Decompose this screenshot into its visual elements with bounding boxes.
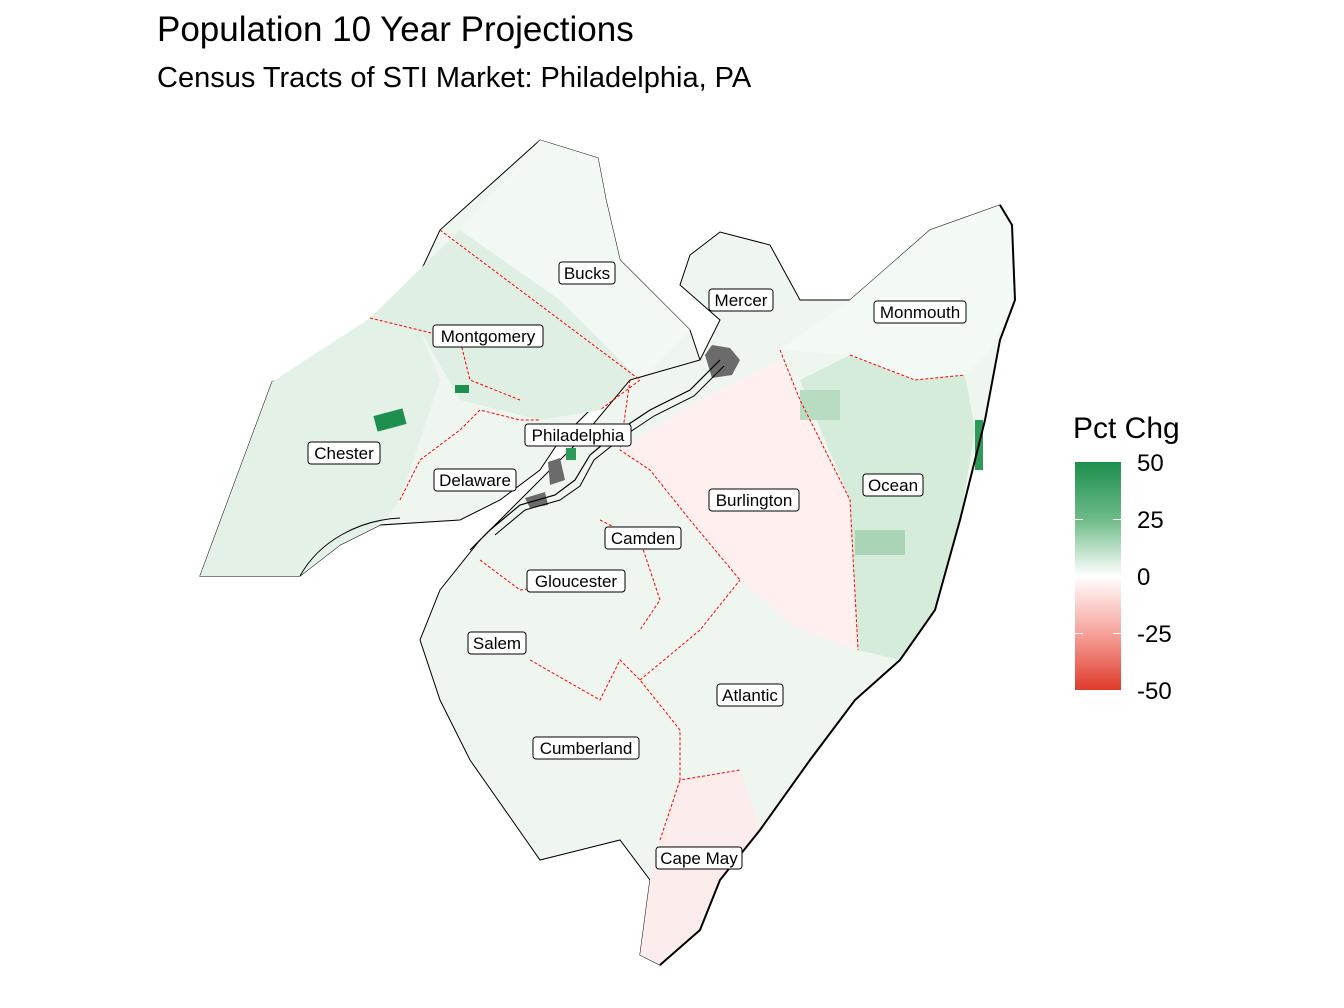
label-cumberland: Cumberland bbox=[532, 736, 640, 760]
map-subtitle: Census Tracts of STI Market: Philadelphi… bbox=[157, 62, 752, 94]
legend-tick-neg25: -25 bbox=[1137, 621, 1172, 648]
county-borders bbox=[369, 229, 966, 841]
label-ocean: Ocean bbox=[862, 473, 924, 497]
label-montgomery: Montgomery bbox=[432, 324, 544, 348]
legend-tick-neg50: -50 bbox=[1137, 678, 1172, 705]
legend-tick-50: 50 bbox=[1137, 450, 1164, 477]
label-cape-may: Cape May bbox=[655, 846, 743, 870]
region-monmouth bbox=[780, 205, 1015, 380]
svg-text:Burlington: Burlington bbox=[716, 491, 793, 510]
svg-text:Philadelphia: Philadelphia bbox=[532, 426, 625, 445]
label-mercer: Mercer bbox=[708, 288, 774, 312]
tract-mid-2 bbox=[855, 530, 905, 555]
label-bucks: Bucks bbox=[558, 261, 616, 285]
map-title: Population 10 Year Projections bbox=[157, 10, 634, 49]
label-salem: Salem bbox=[467, 631, 527, 655]
svg-text:Montgomery: Montgomery bbox=[441, 327, 536, 346]
label-gloucester: Gloucester bbox=[526, 569, 626, 593]
svg-text:Mercer: Mercer bbox=[715, 291, 768, 310]
svg-text:Cape May: Cape May bbox=[660, 849, 738, 868]
region-bucks bbox=[460, 140, 690, 380]
label-chester: Chester bbox=[307, 441, 381, 465]
svg-text:Bucks: Bucks bbox=[564, 264, 610, 283]
coastline bbox=[659, 204, 1017, 966]
label-atlantic: Atlantic bbox=[716, 683, 784, 707]
county-labels: Bucks Mercer Monmouth Montgomery Philade… bbox=[307, 261, 967, 870]
no-data-mercer bbox=[705, 345, 740, 378]
svg-text:Monmouth: Monmouth bbox=[880, 303, 960, 322]
tract-high-3 bbox=[566, 448, 576, 460]
label-camden: Camden bbox=[604, 526, 682, 550]
no-data-philly bbox=[548, 458, 565, 485]
color-legend: Pct Chg 50 25 0 -25 -50 bbox=[1065, 412, 1225, 712]
svg-text:Chester: Chester bbox=[314, 444, 374, 463]
legend-tick-25: 25 bbox=[1137, 507, 1164, 534]
label-burlington: Burlington bbox=[708, 488, 800, 512]
label-monmouth: Monmouth bbox=[873, 300, 967, 324]
legend-title: Pct Chg bbox=[1073, 412, 1180, 445]
svg-text:Ocean: Ocean bbox=[868, 476, 918, 495]
pa-delaware-arc bbox=[299, 517, 401, 577]
tract-mid-1 bbox=[800, 390, 840, 420]
region-ocean bbox=[800, 355, 975, 660]
label-philadelphia: Philadelphia bbox=[524, 423, 632, 447]
legend-tick-0: 0 bbox=[1137, 564, 1151, 591]
svg-text:Atlantic: Atlantic bbox=[722, 686, 778, 705]
tract-high-2 bbox=[455, 385, 469, 393]
river-delaware-2 bbox=[494, 365, 725, 536]
tract-high-1 bbox=[373, 408, 407, 432]
svg-text:Delaware: Delaware bbox=[439, 471, 511, 490]
river-delaware bbox=[469, 359, 721, 551]
label-delaware: Delaware bbox=[433, 468, 517, 492]
svg-text:Cumberland: Cumberland bbox=[540, 739, 633, 758]
svg-text:Gloucester: Gloucester bbox=[535, 572, 618, 591]
svg-text:Salem: Salem bbox=[473, 634, 521, 653]
svg-text:Camden: Camden bbox=[611, 529, 675, 548]
